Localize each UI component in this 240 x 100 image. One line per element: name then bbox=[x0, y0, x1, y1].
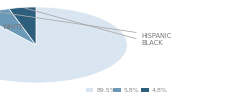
Text: 4.8%: 4.8% bbox=[151, 88, 167, 92]
Bar bbox=[113, 88, 121, 92]
Bar bbox=[141, 88, 149, 92]
Wedge shape bbox=[0, 9, 36, 45]
Wedge shape bbox=[0, 7, 127, 83]
Text: 89.5%: 89.5% bbox=[96, 88, 116, 92]
Wedge shape bbox=[9, 7, 36, 45]
Text: WHITE: WHITE bbox=[0, 24, 24, 32]
Text: BLACK: BLACK bbox=[25, 8, 163, 46]
Text: 5.8%: 5.8% bbox=[124, 88, 140, 92]
Bar bbox=[86, 88, 93, 92]
Text: HISPANIC: HISPANIC bbox=[0, 12, 172, 38]
